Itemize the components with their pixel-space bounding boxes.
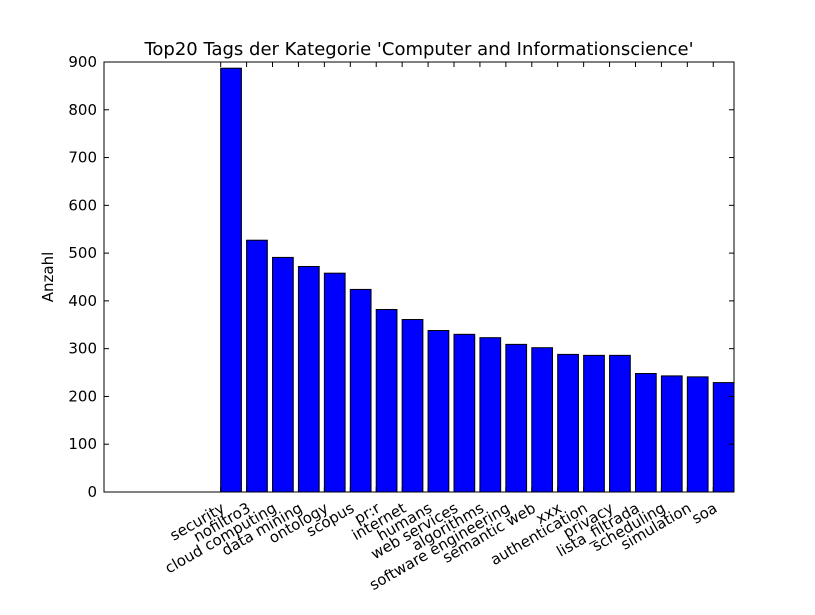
bar-cloud-computing	[272, 256, 294, 493]
bar-pr-r	[375, 308, 398, 493]
bar-xxx	[557, 353, 579, 493]
bar-software-engineering	[505, 343, 528, 493]
y-tick-label: 800	[68, 101, 97, 119]
chart-title: Top20 Tags der Kategorie 'Computer and I…	[143, 39, 693, 60]
y-tick-label: 900	[68, 53, 97, 71]
plot-frame	[103, 61, 735, 493]
bar-lista-filtrada	[634, 373, 657, 493]
bar-simulation	[686, 376, 709, 493]
bars-group	[220, 67, 735, 493]
bar-data-mining	[297, 265, 320, 493]
y-tick-label: 300	[68, 340, 97, 358]
bar-ontology	[323, 272, 346, 493]
bar-humans	[427, 330, 450, 493]
y-axis-label: Anzahl	[39, 252, 57, 303]
y-tick-label: 500	[68, 244, 97, 262]
y-tick-label: 700	[68, 149, 97, 167]
bar-semantic-web	[531, 347, 554, 493]
bar-soa	[712, 382, 735, 493]
bar-internet	[401, 319, 424, 493]
bar-scheduling	[660, 375, 683, 493]
bar-algorithms	[479, 337, 502, 493]
x-tick-label: soa	[689, 499, 721, 528]
bar-authentication	[583, 354, 605, 493]
y-tick-label: 400	[68, 292, 97, 310]
bar-web-services	[453, 333, 476, 493]
bar-nofiltro3	[246, 239, 268, 493]
y-tick-label: 100	[68, 435, 97, 453]
y-tick-label: 600	[68, 196, 97, 214]
y-axis-ticks: 0 100 200 300 400 500 600 700 800 900	[68, 53, 734, 501]
bar-security	[220, 67, 242, 493]
bar-privacy	[609, 354, 631, 493]
y-tick-label: 200	[68, 387, 97, 405]
y-tick-label: 0	[87, 483, 97, 501]
bar-scopus	[349, 288, 372, 493]
